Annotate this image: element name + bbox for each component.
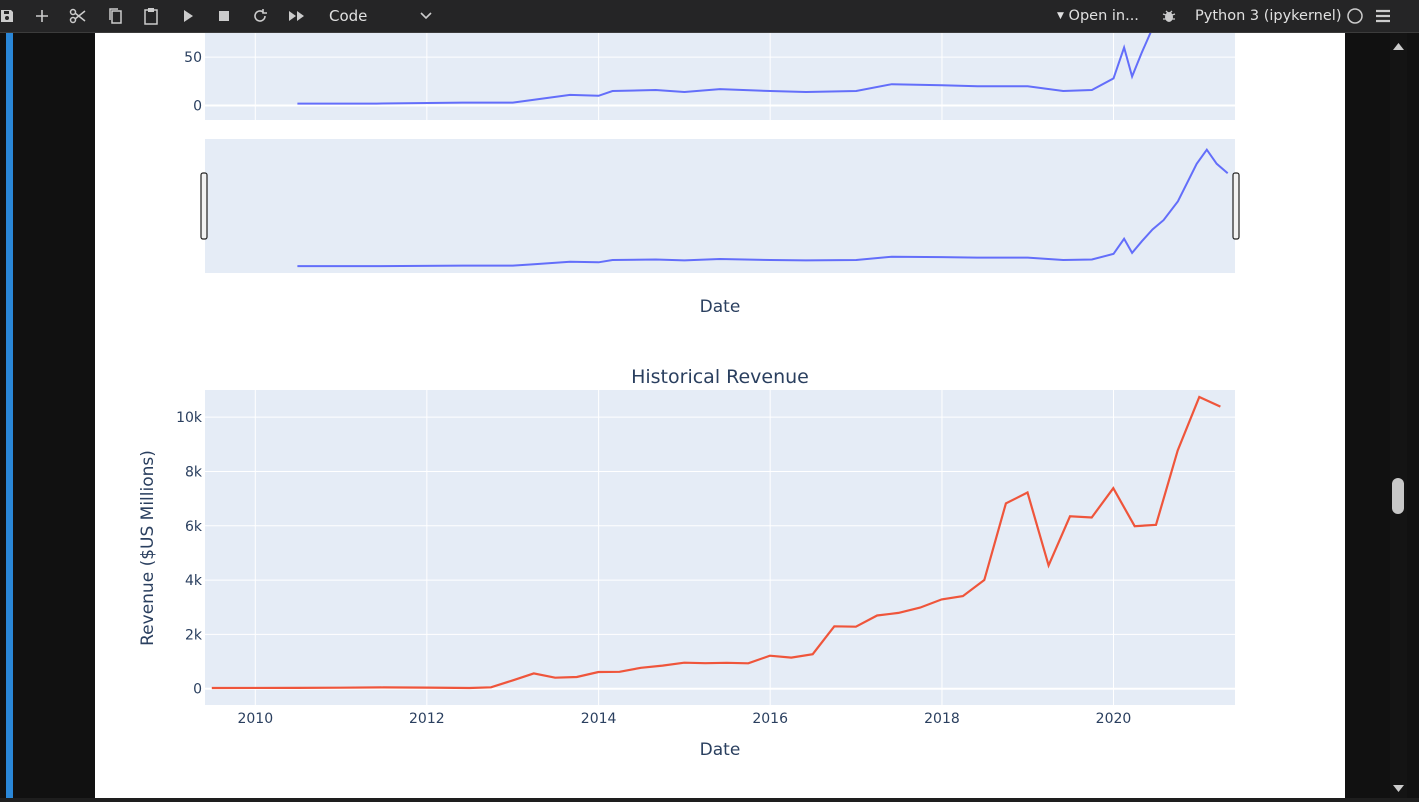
restart-icon[interactable] — [249, 6, 271, 26]
vertical-scrollbar[interactable] — [1390, 33, 1407, 798]
kernel-name[interactable]: Python 3 (ipykernel) — [1195, 8, 1342, 24]
add-icon[interactable] — [31, 6, 53, 26]
scroll-up-icon[interactable] — [1393, 43, 1404, 50]
revenue-x-tick-label: 2012 — [409, 711, 445, 727]
open-in-dropdown[interactable]: ▼ Open in... — [1057, 5, 1139, 27]
revenue-y-ticks: 0 2k 4k 6k 8k 10k — [176, 410, 203, 698]
revenue-y-tick-label: 0 — [193, 682, 202, 698]
active-cell-indicator — [6, 33, 13, 798]
caret-down-icon: ▼ — [1057, 11, 1064, 21]
upper-plot-area — [205, 33, 1235, 120]
share-price-line — [297, 33, 1152, 105]
stop-icon[interactable] — [213, 6, 235, 26]
save-icon[interactable] — [0, 6, 18, 26]
revenue-x-tick-label: 2016 — [752, 711, 788, 727]
cell-type-select[interactable]: Code — [322, 4, 440, 28]
revenue-line — [211, 395, 1221, 690]
revenue-x-axis-label: Date — [700, 740, 741, 760]
revenue-y-tick-label: 8k — [185, 464, 203, 480]
revenue-y-tick-label: 6k — [185, 519, 203, 535]
open-in-label: Open in... — [1068, 8, 1139, 24]
scroll-down-icon[interactable] — [1393, 785, 1404, 792]
revenue-x-ticks: 2010 2012 2014 2016 2018 2020 — [237, 711, 1131, 727]
run-icon[interactable] — [177, 6, 199, 26]
plotly-output: 0 50 Date Historical Revenue 0 2k 4k 6k 8k 10k… — [138, 33, 1240, 760]
copy-icon[interactable] — [104, 6, 126, 26]
chevron-down-icon — [420, 4, 432, 35]
cell-gutter — [0, 33, 95, 798]
revenue-y-tick-label: 10k — [176, 410, 203, 426]
revenue-x-tick-label: 2014 — [581, 711, 617, 727]
revenue-y-tick-label: 4k — [185, 573, 203, 589]
upper-y-tick-label: 50 — [184, 50, 202, 66]
revenue-x-tick-label: 2020 — [1096, 711, 1132, 727]
revenue-y-tick-label: 2k — [185, 627, 203, 643]
scrollbar-thumb[interactable] — [1392, 478, 1404, 514]
bug-icon[interactable] — [1158, 6, 1180, 26]
revenue-x-tick-label: 2010 — [237, 711, 273, 727]
revenue-plot-area — [205, 390, 1235, 705]
menu-icon[interactable] — [1372, 6, 1394, 26]
cut-icon[interactable] — [67, 6, 89, 26]
range-slider[interactable] — [205, 139, 1235, 273]
cell-type-value: Code — [329, 7, 368, 25]
right-pane — [1345, 33, 1419, 798]
paste-icon[interactable] — [140, 6, 162, 26]
range-slider-left-handle[interactable] — [200, 172, 208, 240]
notebook-toolbar: Code ▼ Open in... Python 3 (ipykernel) — [0, 0, 1419, 33]
revenue-chart-title: Historical Revenue — [631, 366, 809, 388]
cell-output: 0 50 Date Historical Revenue 0 2k 4k 6k 8k 10k… — [95, 33, 1345, 798]
revenue-x-tick-label: 2018 — [924, 711, 960, 727]
run-all-icon[interactable] — [286, 6, 308, 26]
revenue-gridlines — [205, 390, 1235, 705]
upper-y-ticks: 0 50 — [184, 50, 202, 114]
kernel-status-circle-icon — [1344, 6, 1366, 26]
upper-y-tick-label: 0 — [193, 99, 202, 115]
range-slider-right-handle[interactable] — [1232, 172, 1240, 240]
upper-x-axis-label: Date — [700, 297, 741, 317]
range-slider-line — [297, 147, 1229, 268]
revenue-y-axis-label: Revenue ($US Millions) — [138, 450, 158, 646]
